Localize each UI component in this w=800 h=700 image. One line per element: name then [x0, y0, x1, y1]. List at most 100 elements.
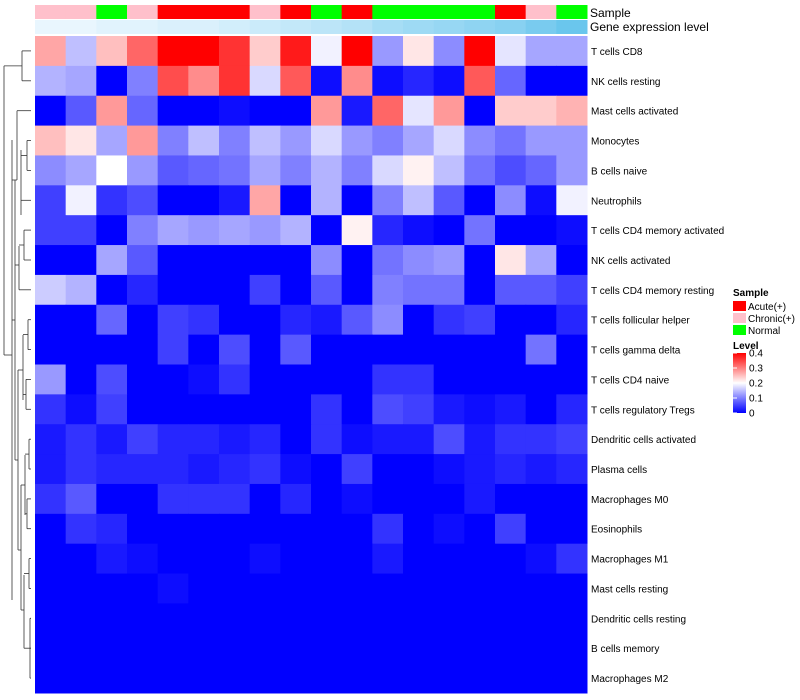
heatmap-cell	[556, 215, 588, 246]
row-label: Macrophages M2	[591, 674, 669, 685]
row-label: B cells naive	[591, 166, 648, 177]
heatmap-cell	[127, 185, 159, 216]
heatmap-cell	[219, 424, 251, 455]
heatmap-cell	[280, 304, 312, 336]
heatmap-cell	[96, 245, 128, 276]
heatmap-cell	[403, 573, 435, 604]
heatmap-cell	[35, 603, 67, 634]
heatmap-cell	[311, 334, 343, 365]
heatmap-cell	[341, 215, 373, 246]
legend-swatch-acute	[733, 301, 746, 311]
heatmap-cell	[495, 304, 527, 336]
row-label: Eosinophils	[591, 525, 642, 536]
heatmap-cell	[495, 65, 527, 97]
heatmap-cell	[35, 394, 67, 425]
heatmap-cell	[280, 633, 312, 664]
row-label: Neutrophils	[591, 196, 642, 207]
heatmap-cell	[433, 334, 465, 365]
heatmap-cell	[495, 274, 527, 306]
heatmap-cell	[341, 573, 373, 604]
heatmap-cell	[96, 155, 128, 186]
heatmap-cell	[249, 663, 281, 694]
heatmap-cell	[433, 95, 465, 127]
heatmap-cell	[249, 543, 281, 575]
row-label: T cells gamma delta	[591, 346, 681, 357]
heatmap-cell	[280, 245, 312, 276]
heatmap-cell	[219, 513, 251, 545]
heatmap-cell	[495, 573, 527, 604]
expression-annotation-label: Gene expression level	[590, 20, 709, 34]
heatmap-cell	[280, 334, 312, 365]
heatmap-cell	[341, 633, 373, 664]
expression-annotation-cell	[341, 20, 373, 34]
heatmap-cell	[311, 36, 343, 67]
heatmap-cell	[35, 364, 67, 395]
heatmap-cell	[127, 125, 159, 156]
heatmap-cell	[403, 603, 435, 634]
sample-annotation-cell	[96, 5, 128, 19]
heatmap-cell	[433, 483, 465, 515]
legend-swatch-normal	[733, 325, 746, 335]
heatmap-cell	[311, 245, 343, 276]
heatmap-cell	[65, 95, 97, 127]
heatmap-cell	[341, 454, 373, 485]
heatmap-cell	[464, 663, 496, 694]
heatmap-cell	[525, 274, 557, 306]
heatmap-cell	[495, 155, 527, 186]
heatmap-cell	[341, 394, 373, 425]
heatmap-cell	[157, 215, 189, 246]
heatmap-cell	[280, 483, 312, 515]
heatmap-cell	[96, 185, 128, 216]
sample-annotation-cell	[403, 5, 435, 19]
heatmap-cell	[495, 95, 527, 127]
heatmap-cell	[433, 573, 465, 604]
heatmap-cell	[35, 454, 67, 485]
heatmap-cell	[341, 663, 373, 694]
heatmap-cell	[188, 155, 220, 186]
heatmap-cell	[495, 454, 527, 485]
heatmap-cell	[556, 36, 588, 67]
sample-annotation-cell	[495, 5, 527, 19]
sample-annotation-cell	[249, 5, 281, 19]
heatmap-cell	[219, 185, 251, 216]
heatmap-cell	[495, 603, 527, 634]
heatmap-cell	[433, 125, 465, 156]
heatmap-cell	[188, 573, 220, 604]
heatmap-cell	[65, 543, 97, 575]
heatmap-cell	[127, 603, 159, 634]
heatmap-cell	[372, 633, 404, 664]
heatmap-cell	[65, 663, 97, 694]
heatmap-cell	[219, 394, 251, 425]
heatmap-cell	[464, 513, 496, 545]
heatmap-cell	[65, 215, 97, 246]
heatmap-cell	[525, 603, 557, 634]
heatmap-cell	[372, 95, 404, 127]
heatmap-cell	[341, 155, 373, 186]
heatmap-cell	[525, 394, 557, 425]
heatmap-cell	[280, 274, 312, 306]
heatmap-cell	[188, 543, 220, 575]
heatmap-cell	[280, 543, 312, 575]
expression-annotation-cell	[556, 20, 588, 34]
heatmap-cell	[127, 215, 159, 246]
heatmap-cell	[403, 36, 435, 67]
heatmap-cell	[249, 185, 281, 216]
heatmap-cell	[157, 633, 189, 664]
heatmap-cell	[65, 245, 97, 276]
heatmap-cell	[311, 394, 343, 425]
heatmap-cell	[249, 633, 281, 664]
heatmap-cell	[157, 36, 189, 67]
row-label: T cells follicular helper	[591, 316, 690, 327]
heatmap-cell	[35, 334, 67, 365]
heatmap-cell	[433, 245, 465, 276]
row-label: Plasma cells	[591, 465, 647, 476]
expression-annotation-cell	[464, 20, 496, 34]
heatmap-cell	[372, 125, 404, 156]
heatmap-cell	[188, 513, 220, 545]
heatmap-cell	[341, 513, 373, 545]
heatmap-cell	[219, 125, 251, 156]
heatmap-cell	[433, 603, 465, 634]
heatmap-cell	[219, 334, 251, 365]
expression-annotation-cell	[372, 20, 404, 34]
